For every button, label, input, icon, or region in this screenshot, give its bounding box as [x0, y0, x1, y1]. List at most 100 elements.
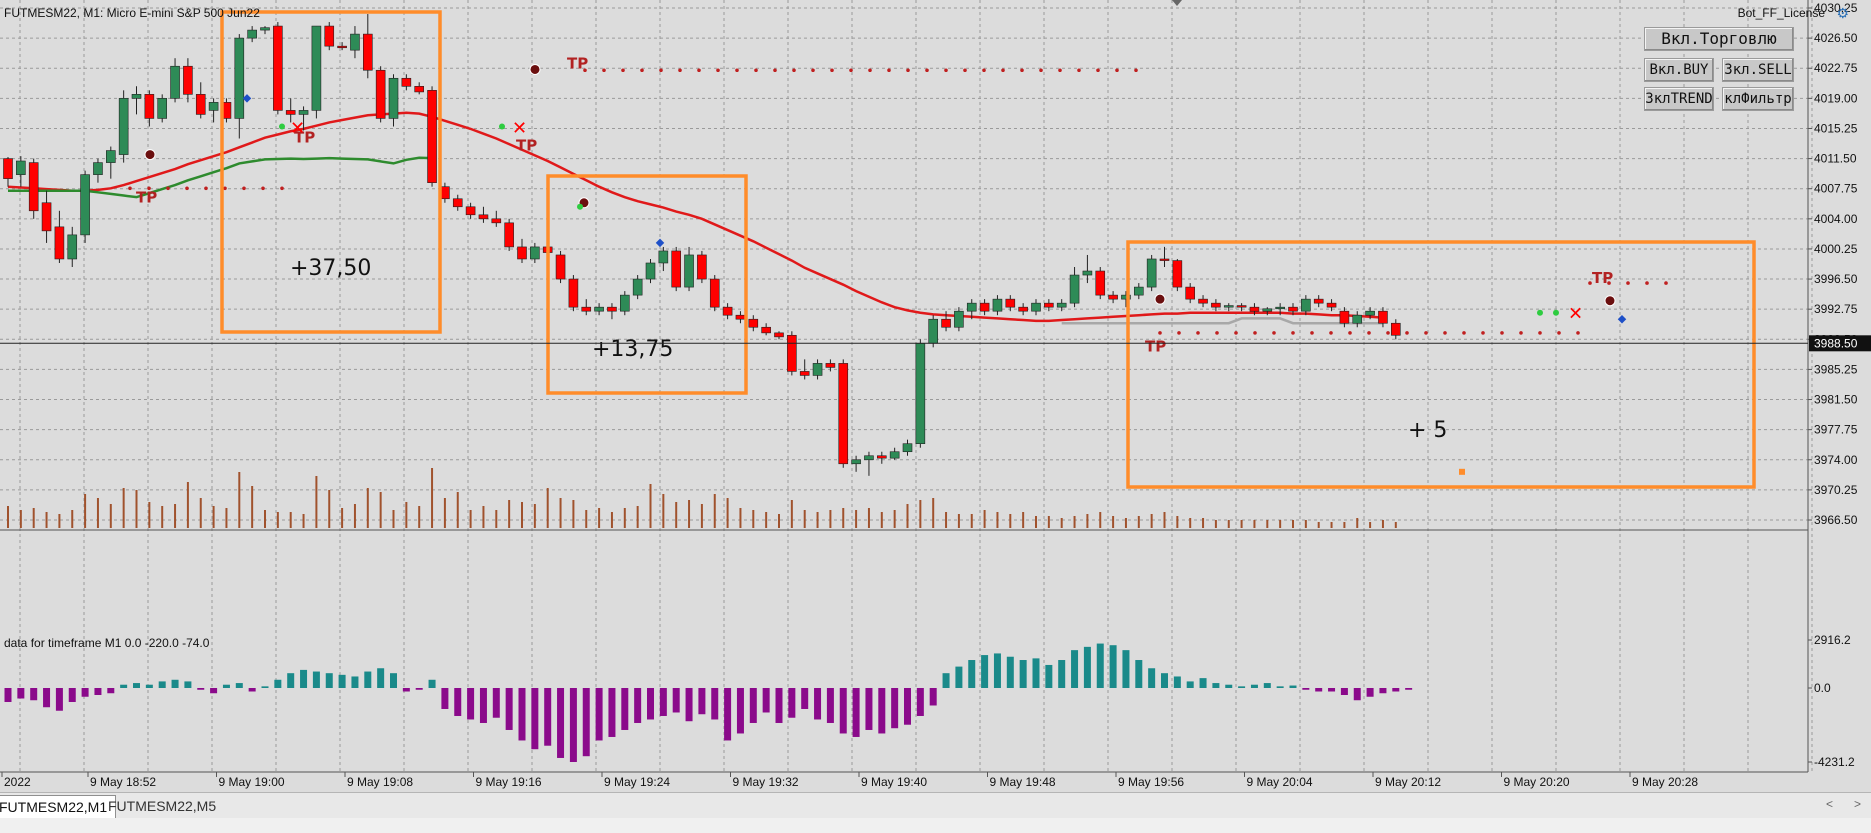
tp-level-dot	[982, 68, 986, 73]
osc-bar-positive	[171, 679, 179, 688]
bear-candle	[1326, 302, 1337, 308]
osc-bar-negative	[17, 688, 25, 699]
bull-candle	[247, 29, 257, 39]
osc-bar-positive	[1250, 684, 1258, 688]
bull-candle	[928, 318, 939, 344]
bear-candle	[414, 86, 425, 93]
osc-bar-negative	[81, 688, 89, 697]
tp-level-dot	[185, 186, 189, 191]
osc-bar-positive	[300, 669, 308, 688]
bull-candle	[93, 162, 103, 175]
time-tick-label: 9 May 19:00	[219, 775, 285, 789]
trend-button[interactable]: ЗклTREND	[1644, 87, 1714, 111]
tp-level-dot	[1664, 281, 1668, 285]
osc-bar-negative	[43, 688, 51, 708]
entry-diamond-icon	[242, 94, 252, 103]
tp-level-dot	[1500, 331, 1504, 335]
osc-bar-negative	[1392, 688, 1400, 692]
osc-bar-negative	[826, 688, 834, 723]
tp-level-dot	[659, 68, 663, 73]
osc-bar-negative	[1405, 688, 1413, 690]
moving-average-line	[7, 111, 1384, 323]
osc-bar-positive	[1071, 650, 1079, 688]
tp-level-dot	[697, 68, 701, 73]
osc-bar-positive	[1263, 683, 1271, 688]
bull-candle	[131, 94, 142, 99]
time-tick-label: 9 May 18:52	[90, 775, 156, 789]
bear-candle	[195, 94, 206, 115]
bear-candle	[1159, 258, 1170, 261]
tab-m1[interactable]: FUTMESM22,M1	[0, 795, 117, 818]
bull-candle	[684, 254, 694, 288]
volume-histogram	[7, 468, 1397, 528]
osc-bar-negative	[210, 688, 218, 694]
osc-bar-positive	[1225, 684, 1233, 688]
bear-candle	[671, 250, 682, 288]
osc-bar-negative	[801, 688, 809, 709]
tp-level-dot	[1134, 68, 1138, 73]
tp-level-dot	[1215, 331, 1219, 335]
tp-level-dot	[1557, 331, 1561, 335]
tp-level-dot	[1272, 331, 1276, 335]
tp-level-dot	[621, 68, 625, 73]
enable-buy-button[interactable]: Вкл.BUY	[1644, 58, 1714, 82]
flat-trend-line	[1061, 317, 1383, 325]
osc-bar-negative	[878, 688, 886, 734]
signal-dot	[499, 123, 505, 130]
osc-bar-negative	[557, 688, 565, 758]
osc-bar-negative	[518, 688, 526, 741]
price-tick-label: 4000.25	[1814, 242, 1858, 256]
osc-bar-positive	[390, 673, 397, 688]
osc-bar-negative	[814, 688, 822, 720]
tp-level-dot	[1158, 331, 1162, 335]
time-tick-label: 9 May 20:04	[1247, 775, 1313, 789]
scroll-marker-icon	[1172, 0, 1182, 6]
bear-candle	[285, 110, 296, 115]
bear-candle	[1005, 298, 1016, 308]
time-tick-label: 9 May 19:24	[604, 775, 670, 789]
bear-candle	[1108, 294, 1118, 300]
order-marker-icon	[144, 149, 156, 161]
osc-bar-negative	[197, 688, 205, 690]
tp-level-dot	[792, 68, 796, 73]
osc-bar-negative	[634, 688, 642, 723]
filter-button[interactable]: клФильтр	[1722, 87, 1794, 111]
osc-bar-negative	[1328, 688, 1336, 692]
osc-bar-positive	[1109, 645, 1117, 688]
bull-candle	[67, 234, 78, 260]
osc-bar-negative	[531, 688, 539, 750]
time-tick-label: 9 May 20:20	[1504, 775, 1570, 789]
enable-sell-button[interactable]: Зкл.SELL	[1722, 58, 1794, 82]
bear-candle	[735, 314, 746, 320]
tab-m5[interactable]: FUTMESM22,M5	[108, 798, 217, 814]
bear-candle	[697, 254, 707, 280]
bear-candle	[1236, 305, 1247, 308]
osc-bar-negative	[1366, 688, 1374, 697]
bear-candle	[1185, 286, 1195, 300]
tp-level-dot	[1519, 331, 1523, 335]
bull-candle	[350, 33, 360, 51]
osc-tick-label: -4231.2	[1814, 755, 1855, 769]
osc-bar-positive	[1289, 685, 1297, 688]
price-tick-label: 4019.00	[1814, 91, 1858, 105]
chart-settings-icon[interactable]: ⚙	[1836, 5, 1849, 21]
scroll-right-icon[interactable]: >	[1854, 797, 1862, 811]
osc-bar-positive	[235, 683, 243, 688]
osc-bar-positive	[351, 676, 359, 688]
enable-trading-button[interactable]: Вкл.Торговлю	[1644, 27, 1794, 51]
bear-candle	[504, 222, 514, 248]
bear-candle	[41, 202, 52, 232]
bull-candle	[311, 25, 322, 111]
bear-candle	[28, 162, 39, 212]
oscillator-histogram	[4, 643, 1413, 762]
bear-candle	[465, 206, 476, 216]
profit-1-label: +37,50	[290, 256, 371, 281]
signal-dot	[577, 203, 583, 210]
tp-level-dot	[1058, 68, 1062, 73]
scroll-left-icon[interactable]: <	[1826, 797, 1834, 811]
tp-level-dot	[716, 68, 720, 73]
tp-level-dot	[1405, 331, 1409, 335]
osc-bar-negative	[621, 688, 629, 730]
